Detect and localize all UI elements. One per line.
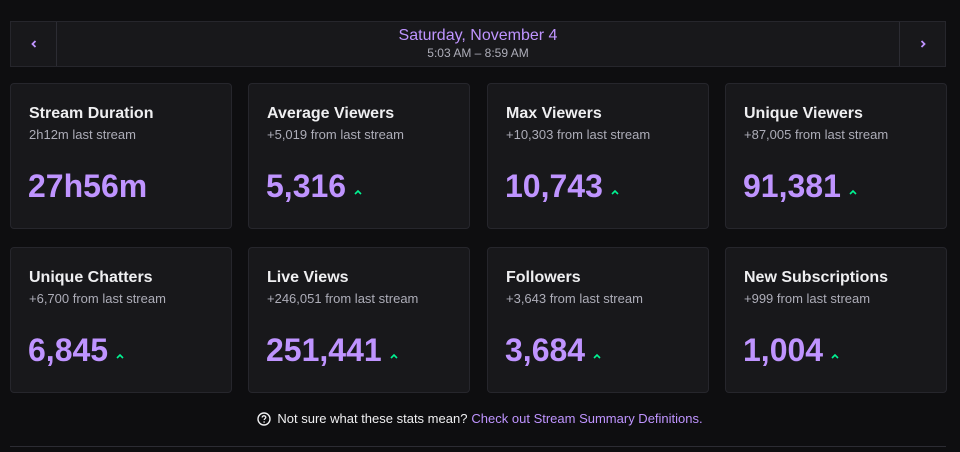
chevron-left-icon: [30, 40, 36, 48]
stat-value: 10,743: [505, 168, 619, 205]
stream-summary-definitions-link[interactable]: Check out Stream Summary Definitions.: [471, 411, 703, 426]
trend-up-icon: [354, 189, 362, 195]
stream-time-range: 5:03 AM – 8:59 AM: [427, 46, 529, 60]
stat-value: 1,004: [743, 332, 839, 369]
stat-comparison: +87,005 from last stream: [744, 127, 889, 142]
stat-card-stream-duration: Stream Duration 2h12m last stream 27h56m: [10, 83, 232, 229]
stat-comparison: +6,700 from last stream: [29, 291, 166, 306]
stat-card-average-viewers: Average Viewers +5,019 from last stream …: [248, 83, 470, 229]
trend-up-icon: [831, 353, 839, 359]
date-navigator: Saturday, November 4 5:03 AM – 8:59 AM: [10, 21, 946, 67]
stat-value: 3,684: [505, 332, 601, 369]
stat-comparison: +10,303 from last stream: [506, 127, 651, 142]
stat-card-live-views: Live Views +246,051 from last stream 251…: [248, 247, 470, 393]
stat-comparison: +3,643 from last stream: [506, 291, 643, 306]
trend-up-icon: [849, 189, 857, 195]
stat-title: Average Viewers: [267, 105, 395, 122]
trend-up-icon: [611, 189, 619, 195]
trend-up-icon: [116, 353, 124, 359]
stats-help-footer: Not sure what these stats mean? Check ou…: [0, 411, 960, 426]
stat-card-unique-viewers: Unique Viewers +87,005 from last stream …: [725, 83, 947, 229]
next-stream-button[interactable]: [899, 22, 945, 66]
question-circle-icon: [257, 411, 272, 426]
help-question-text: Not sure what these stats mean?: [277, 411, 468, 426]
stat-title: Live Views: [267, 269, 349, 286]
previous-stream-button[interactable]: [11, 22, 57, 66]
stat-title: Unique Chatters: [29, 269, 153, 286]
date-display: Saturday, November 4 5:03 AM – 8:59 AM: [57, 22, 899, 66]
stat-card-new-subscriptions: New Subscriptions +999 from last stream …: [725, 247, 947, 393]
stat-value: 91,381: [743, 168, 857, 205]
trend-up-icon: [390, 353, 398, 359]
stat-title: Stream Duration: [29, 105, 154, 122]
stat-card-unique-chatters: Unique Chatters +6,700 from last stream …: [10, 247, 232, 393]
stat-card-followers: Followers +3,643 from last stream 3,684: [487, 247, 709, 393]
stat-title: Unique Viewers: [744, 105, 863, 122]
stat-value: 251,441: [266, 332, 398, 369]
stat-title: Max Viewers: [506, 105, 602, 122]
stat-comparison: +5,019 from last stream: [267, 127, 404, 142]
bottom-divider: [10, 446, 946, 447]
stat-card-max-viewers: Max Viewers +10,303 from last stream 10,…: [487, 83, 709, 229]
trend-up-icon: [593, 353, 601, 359]
stat-title: New Subscriptions: [744, 269, 889, 286]
stat-comparison: +999 from last stream: [744, 291, 871, 306]
stat-value: 6,845: [28, 332, 124, 369]
stream-date: Saturday, November 4: [398, 27, 558, 44]
stat-value: 27h56m: [28, 168, 148, 204]
stat-title: Followers: [506, 269, 581, 286]
stat-comparison: 2h12m last stream: [29, 127, 136, 142]
chevron-right-icon: [920, 40, 926, 48]
stat-comparison: +246,051 from last stream: [267, 291, 419, 306]
stat-value: 5,316: [266, 168, 362, 205]
